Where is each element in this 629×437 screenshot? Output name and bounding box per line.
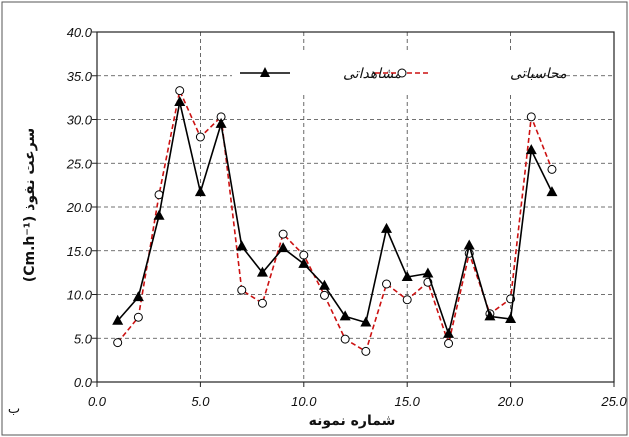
axes bbox=[92, 31, 615, 387]
observed-point bbox=[112, 314, 124, 325]
x-tick-labels: 0.0 5.0 10.0 15.0 20.0 25.0 bbox=[88, 394, 627, 409]
observed-point bbox=[484, 310, 496, 321]
observed-point bbox=[298, 257, 310, 268]
calculated-point bbox=[237, 285, 247, 295]
observed-point bbox=[153, 209, 165, 220]
corner-label: ب bbox=[8, 402, 20, 417]
observed-point bbox=[236, 240, 248, 251]
calculated-point bbox=[113, 338, 123, 348]
x-tick-label: 20.0 bbox=[497, 394, 524, 409]
y-tick-label: 5.0 bbox=[74, 331, 93, 346]
legend-item-calculated: محاسباتی bbox=[375, 66, 567, 82]
y-tick-label: 0.0 bbox=[74, 375, 93, 390]
y-tick-label: 30.0 bbox=[67, 113, 93, 128]
observed-point bbox=[505, 313, 517, 323]
y-axis-label: سرعت نفوذ (Cm.h⁻¹) bbox=[22, 128, 38, 282]
calculated-point bbox=[195, 132, 205, 142]
observed-point bbox=[360, 316, 372, 327]
calculated-point bbox=[444, 339, 454, 348]
calculated-point bbox=[340, 334, 350, 344]
observed-point bbox=[463, 239, 475, 250]
observed-point bbox=[381, 222, 393, 233]
legend: مشاهداتی محاسباتی bbox=[232, 53, 567, 93]
calculated-point bbox=[382, 279, 392, 289]
observed-point bbox=[174, 96, 186, 106]
observed-point bbox=[546, 186, 558, 197]
observed-line bbox=[117, 101, 553, 337]
legend-observed-label: مشاهداتی bbox=[343, 66, 402, 82]
observed-point bbox=[401, 271, 413, 281]
observed-point bbox=[422, 267, 434, 278]
y-tick-label: 25.0 bbox=[66, 156, 93, 171]
legend-calculated-label: محاسباتی bbox=[510, 66, 567, 82]
y-tick-label: 10.0 bbox=[67, 288, 93, 303]
x-tick-label: 0.0 bbox=[88, 394, 107, 409]
observed-point bbox=[256, 266, 268, 277]
y-tick-label: 35.0 bbox=[67, 69, 93, 84]
calculated-point bbox=[402, 295, 412, 305]
calculated-point bbox=[133, 312, 143, 322]
calculated-point bbox=[319, 290, 329, 300]
y-tick-label: 15.0 bbox=[67, 244, 93, 259]
calculated-point bbox=[361, 346, 371, 356]
x-axis-label: شماره نمونه bbox=[309, 413, 396, 429]
legend-observed-marker bbox=[260, 67, 270, 77]
legend-item-observed: مشاهداتی bbox=[240, 66, 402, 82]
observed-point bbox=[194, 186, 206, 197]
y-tick-labels: 0.0 5.0 10.0 15.0 20.0 25.0 30.0 35.0 40.0 bbox=[66, 25, 93, 390]
x-tick-label: 10.0 bbox=[291, 394, 317, 409]
calculated-point bbox=[175, 86, 185, 96]
plot-series bbox=[112, 86, 558, 356]
observed-point bbox=[132, 291, 144, 302]
observed-point bbox=[339, 310, 351, 321]
observed-point bbox=[215, 117, 227, 128]
x-tick-label: 15.0 bbox=[395, 394, 421, 409]
x-tick-label: 25.0 bbox=[600, 394, 627, 409]
calculated-point bbox=[547, 164, 557, 174]
y-tick-label: 20.0 bbox=[66, 200, 93, 215]
legend-calculated-marker bbox=[397, 68, 407, 78]
series-observed bbox=[112, 96, 558, 338]
observed-point bbox=[277, 242, 289, 253]
y-tick-label: 40.0 bbox=[67, 25, 93, 40]
calculated-point bbox=[278, 229, 288, 239]
x-tick-label: 5.0 bbox=[191, 394, 210, 409]
calculated-point bbox=[257, 298, 267, 308]
observed-point bbox=[443, 327, 455, 338]
observed-point bbox=[525, 144, 537, 155]
observed-point bbox=[318, 279, 330, 290]
calculated-point bbox=[526, 112, 536, 122]
